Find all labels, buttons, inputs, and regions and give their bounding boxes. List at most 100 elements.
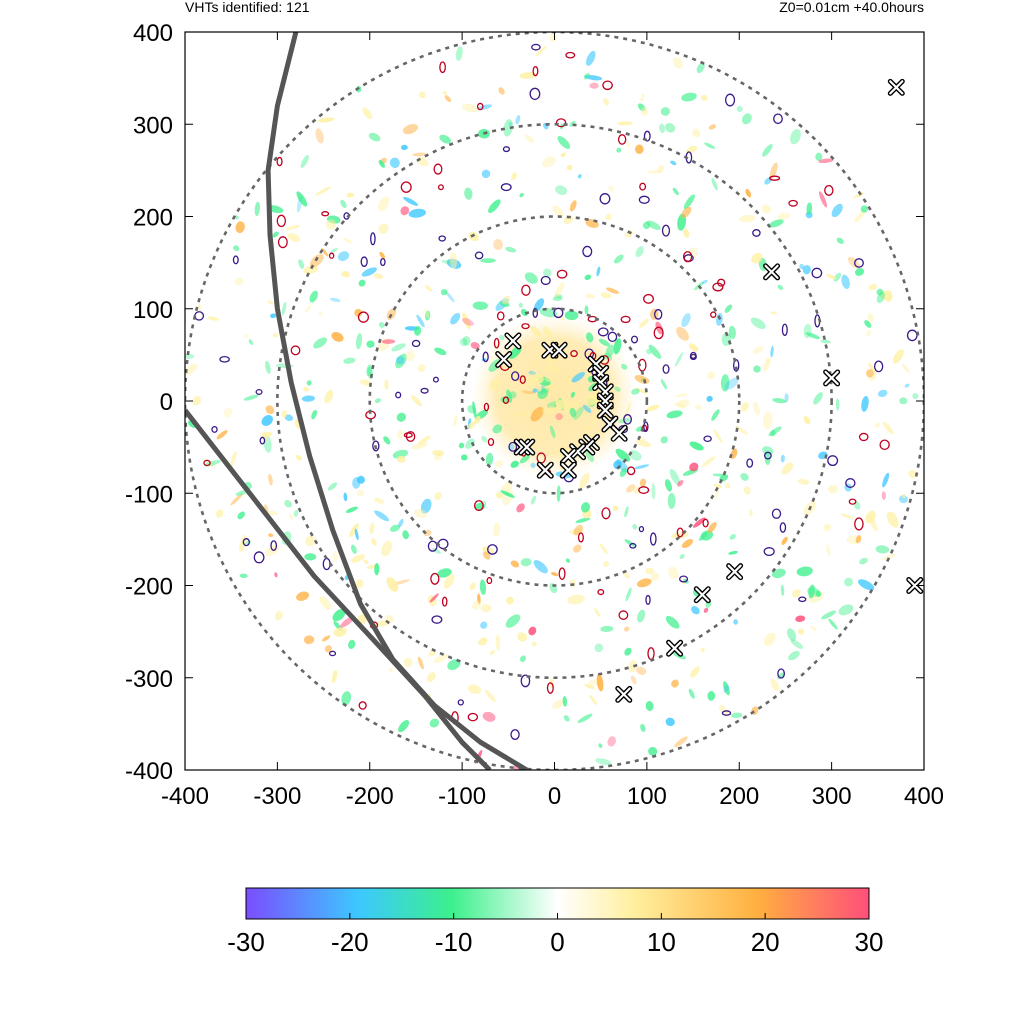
field-blob: [589, 82, 599, 89]
vht-contour: [645, 594, 651, 605]
field-blob: [444, 95, 452, 103]
field-blob: [460, 454, 468, 461]
field-blob: [311, 409, 318, 420]
field-blob: [362, 107, 373, 120]
field-blob: [484, 689, 496, 703]
field-blob: [796, 566, 813, 577]
field-blob: [681, 92, 697, 102]
field-blob: [349, 523, 359, 537]
field-blob: [420, 498, 432, 514]
field-blob: [636, 578, 652, 588]
field-blob: [552, 205, 564, 218]
field-blob: [418, 91, 426, 99]
field-blob: [455, 46, 463, 61]
field-blob: [296, 591, 310, 601]
field-blob: [303, 265, 319, 274]
field-blob: [669, 468, 680, 485]
vht-contour: [203, 459, 211, 467]
field-blob: [458, 442, 465, 449]
vht-contour: [276, 214, 287, 228]
field-blob: [274, 572, 278, 578]
field-blob: [270, 313, 277, 319]
vht-contour: [848, 498, 857, 505]
field-blob: [515, 115, 521, 125]
field-blob: [371, 538, 377, 546]
field-blob: [590, 414, 596, 425]
field-blob: [665, 615, 680, 629]
field-blob: [331, 669, 338, 684]
field-blob: [326, 219, 337, 230]
vht-contour: [618, 610, 629, 620]
field-blob: [569, 200, 577, 212]
field-blob: [355, 579, 364, 589]
colorbar-ticks: -30 -20 -10 0 10 20 30: [227, 913, 883, 957]
range-ring: [460, 307, 649, 495]
vht-contour: [242, 538, 250, 547]
field-blob: [400, 206, 410, 216]
field-blob: [489, 649, 495, 656]
field-blob: [612, 505, 619, 512]
field-blob: [573, 544, 582, 553]
field-blob: [867, 313, 874, 323]
vht-contour: [639, 182, 647, 191]
vht-contour: [733, 359, 740, 372]
field-blob: [751, 253, 763, 264]
field-blob: [745, 188, 752, 198]
vht-contour: [487, 544, 498, 555]
field-blob: [462, 336, 471, 346]
field-blob: [403, 657, 413, 668]
field-blob: [510, 460, 519, 468]
vht-contour: [219, 355, 230, 363]
vht-count-label: VHTs identified: 121: [185, 0, 310, 15]
vht-contour: [746, 458, 754, 468]
field-blob: [315, 186, 331, 196]
field-blob: [594, 608, 601, 618]
field-blob: [615, 448, 631, 462]
field-blob: [650, 572, 659, 581]
colorbar-tick-label: 20: [751, 927, 780, 957]
vht-contour: [702, 518, 709, 528]
field-blob: [624, 506, 629, 518]
field-blob: [324, 645, 332, 653]
field-blob: [531, 641, 537, 647]
field-blob: [660, 107, 671, 116]
field-blob: [735, 425, 749, 435]
vht-contour: [721, 710, 732, 716]
field-blob: [599, 543, 608, 555]
field-blob: [309, 290, 318, 303]
field-blob: [397, 429, 403, 440]
field-blob: [826, 544, 831, 556]
vht-contour: [662, 364, 670, 374]
vht-contour: [638, 486, 650, 494]
vht-contour: [430, 572, 440, 585]
field-blob: [237, 511, 246, 520]
field-blob: [411, 442, 429, 450]
vht-contour: [411, 339, 421, 348]
field-blob: [313, 337, 328, 349]
field-blob: [331, 332, 344, 342]
x-axis: -400 -300 -200 -100 0 100 200 300 400: [161, 32, 944, 810]
field-blob: [481, 435, 488, 443]
vht-marker: [559, 461, 577, 479]
field-blob: [598, 743, 603, 748]
field-blob: [810, 625, 817, 632]
field-blob: [233, 245, 240, 252]
field-blob: [752, 346, 764, 354]
field-blob: [777, 284, 784, 290]
field-blob: [554, 185, 568, 196]
field-blob: [510, 560, 520, 568]
field-blob: [402, 124, 419, 135]
vht-contour: [431, 615, 443, 624]
field-blob: [882, 554, 896, 561]
vht-contour: [508, 441, 518, 452]
field-blob: [518, 302, 523, 308]
field-blob: [526, 373, 537, 389]
y-tick-label: 400: [133, 20, 173, 47]
field-blob: [317, 117, 335, 123]
field-blob: [495, 459, 504, 468]
field-blob: [626, 141, 631, 148]
field-blob: [784, 393, 789, 403]
field-blob: [740, 472, 749, 481]
field-blob: [585, 293, 596, 299]
field-blob: [389, 157, 400, 169]
